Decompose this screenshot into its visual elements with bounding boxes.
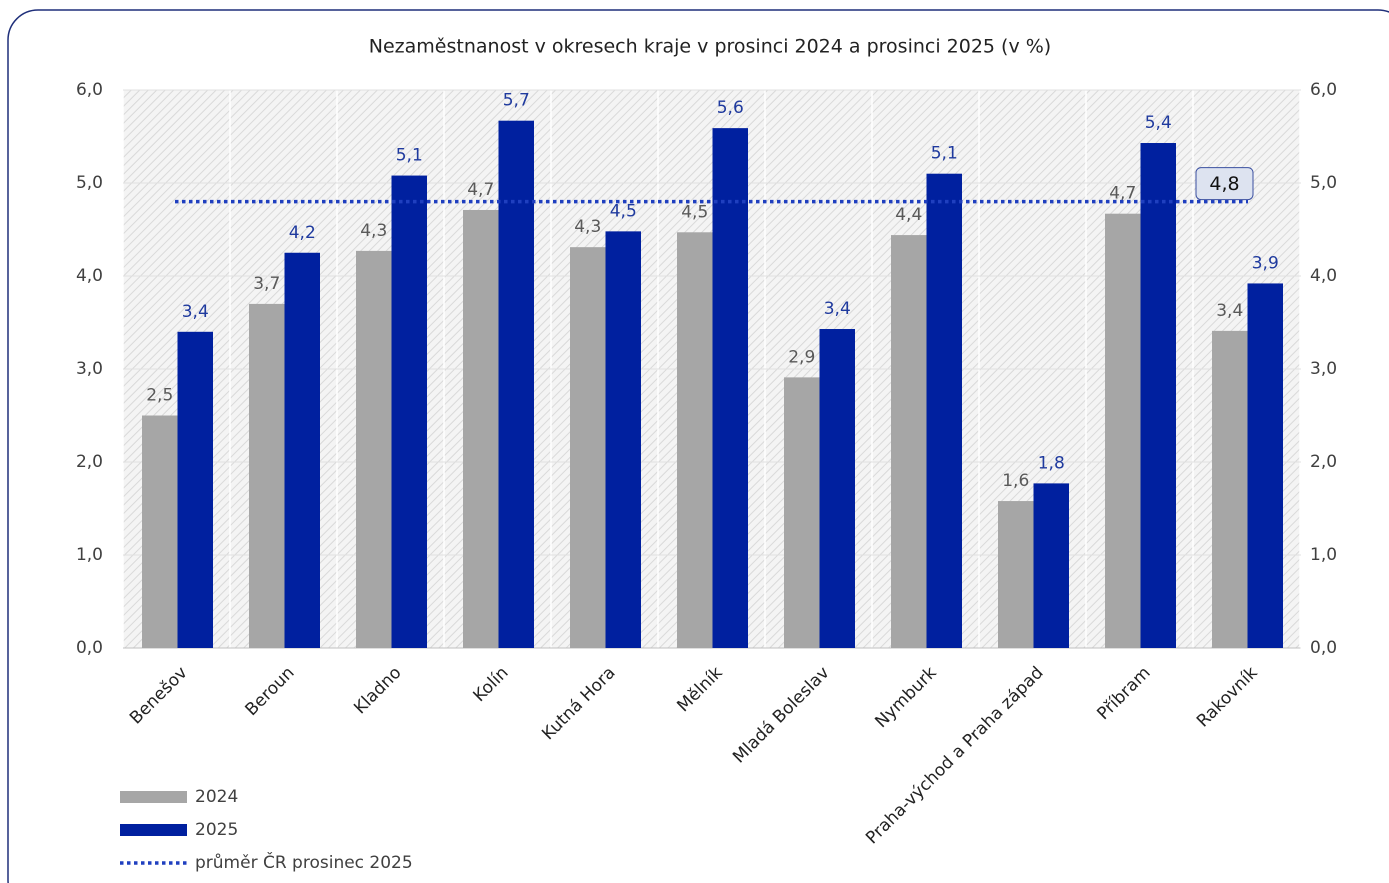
y-tick-label: 3,0	[76, 359, 103, 379]
bar	[391, 175, 427, 648]
bar	[498, 120, 534, 648]
bar	[891, 235, 927, 648]
chart-title: Nezaměstnanost v okresech kraje v prosin…	[369, 36, 1051, 58]
data-label: 5,1	[396, 146, 423, 166]
bar	[926, 173, 962, 648]
data-label: 4,7	[467, 180, 494, 200]
legend-swatch	[120, 824, 187, 836]
data-label: 4,3	[574, 217, 601, 237]
reference-label-box	[1195, 167, 1254, 201]
bar	[249, 303, 285, 648]
data-label: 3,4	[824, 299, 851, 319]
data-label: 4,7	[1109, 184, 1136, 204]
bar	[142, 415, 178, 648]
bar	[1105, 213, 1141, 648]
y2-tick-label: 5,0	[1310, 173, 1337, 193]
bar	[356, 250, 392, 648]
data-label: 1,8	[1038, 453, 1065, 473]
data-label: 5,6	[717, 98, 744, 118]
bar	[677, 232, 713, 649]
data-label: 3,4	[182, 302, 209, 322]
data-label: 3,4	[1216, 301, 1243, 321]
y2-tick-label: 3,0	[1310, 359, 1337, 379]
data-label: 4,3	[360, 221, 387, 241]
bar	[712, 128, 748, 648]
bar	[570, 247, 606, 649]
bar	[784, 377, 820, 648]
data-label: 4,4	[895, 205, 922, 225]
bar	[1247, 283, 1283, 648]
y2-tick-label: 2,0	[1310, 452, 1337, 472]
y2-tick-label: 0,0	[1310, 638, 1337, 658]
bar	[819, 329, 855, 648]
y2-tick-label: 4,0	[1310, 266, 1337, 286]
bar	[1033, 483, 1069, 648]
data-label: 4,5	[681, 202, 708, 222]
bar	[998, 501, 1034, 648]
data-label: 5,4	[1145, 113, 1172, 133]
data-label: 3,9	[1252, 253, 1279, 273]
legend-swatch	[120, 791, 187, 803]
data-label: 1,6	[1002, 471, 1029, 491]
data-label: 5,7	[503, 91, 530, 111]
y-tick-label: 5,0	[76, 173, 103, 193]
y-tick-label: 2,0	[76, 452, 103, 472]
data-label: 5,1	[931, 144, 958, 164]
data-label: 2,5	[146, 386, 173, 406]
y2-tick-label: 1,0	[1310, 545, 1337, 565]
data-label: 4,2	[289, 223, 316, 243]
bar	[177, 331, 213, 648]
reference-label: 4,8	[1209, 173, 1239, 195]
legend-label: 2025	[195, 820, 238, 840]
legend-label: 2024	[195, 787, 238, 807]
bar	[1140, 143, 1176, 648]
data-label: 4,5	[610, 201, 637, 221]
data-label: 2,9	[788, 347, 815, 367]
legend-label: průměr ČR prosinec 2025	[195, 851, 413, 873]
bar	[605, 231, 641, 649]
y-tick-label: 6,0	[76, 80, 103, 100]
data-label: 3,7	[253, 274, 280, 294]
bar	[284, 252, 320, 648]
bar	[1212, 330, 1248, 648]
y-tick-label: 0,0	[76, 638, 103, 658]
y2-tick-label: 6,0	[1310, 80, 1337, 100]
y-tick-label: 4,0	[76, 266, 103, 286]
y-tick-label: 1,0	[76, 545, 103, 565]
bar	[463, 209, 499, 648]
